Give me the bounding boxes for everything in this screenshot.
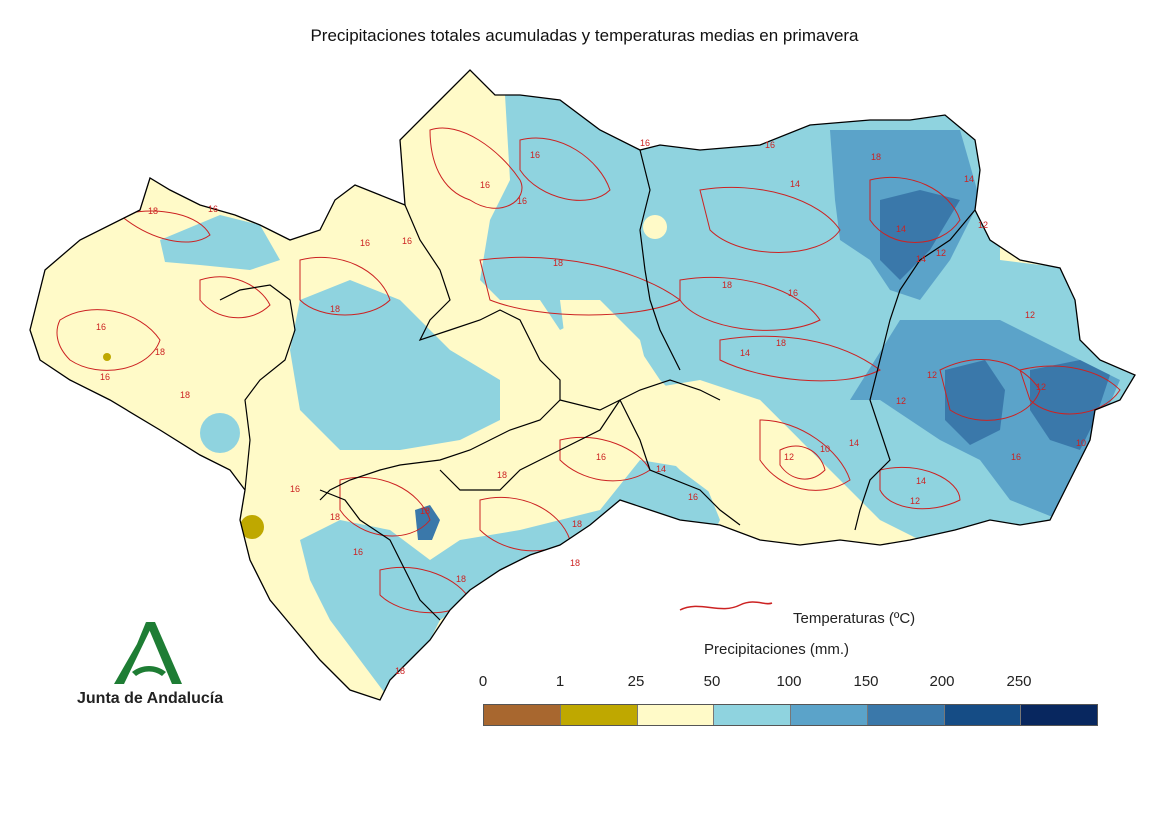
precipitation-tick: 150 bbox=[853, 673, 879, 690]
precipitation-swatch bbox=[714, 705, 791, 725]
contour-label: 14 bbox=[849, 438, 859, 448]
contour-label: 12 bbox=[784, 452, 794, 462]
contour-label: 12 bbox=[1036, 382, 1046, 392]
contour-label: 18 bbox=[395, 666, 405, 676]
junta-andalucia-logo-text: Junta de Andalucía bbox=[77, 690, 224, 707]
precipitation-tick: 250 bbox=[1006, 673, 1032, 690]
contour-label: 14 bbox=[916, 254, 926, 264]
precipitation-swatch bbox=[637, 705, 715, 725]
contour-label: 14 bbox=[656, 464, 666, 474]
contour-label: 18 bbox=[148, 206, 158, 216]
contour-label: 18 bbox=[570, 558, 580, 568]
precipitation-swatch bbox=[791, 705, 868, 725]
precipitation-tick: 1 bbox=[555, 673, 565, 690]
contour-label: 10 bbox=[820, 444, 830, 454]
contour-label: 16 bbox=[517, 196, 527, 206]
precipitation-swatch bbox=[867, 705, 945, 725]
precipitation-swatch bbox=[560, 705, 638, 725]
contour-label: 16 bbox=[96, 322, 106, 332]
contour-label: 18 bbox=[330, 512, 340, 522]
contour-labels: 16 16 16 18 16 16 16 16 18 16 18 18 18 18 16 14 18 14 14 14… bbox=[96, 138, 1086, 676]
contour-label: 18 bbox=[572, 519, 582, 529]
contour-label: 16 bbox=[596, 452, 606, 462]
contour-label: 12 bbox=[978, 220, 988, 230]
precipitation-tick: 50 bbox=[703, 673, 721, 690]
contour-label: 16 bbox=[788, 288, 798, 298]
map-title: Precipitaciones totales acumuladas y tem… bbox=[310, 26, 859, 45]
contour-label: 18 bbox=[155, 347, 165, 357]
contour-label: 18 bbox=[330, 304, 340, 314]
contour-label: 16 bbox=[290, 484, 300, 494]
contour-label: 12 bbox=[910, 496, 920, 506]
contour-label: 12 bbox=[936, 248, 946, 258]
contour-label: 16 bbox=[480, 180, 490, 190]
contour-label: 18 bbox=[722, 280, 732, 290]
province-borders bbox=[219, 149, 976, 621]
contour-label: 16 bbox=[765, 140, 775, 150]
contour-label: 12 bbox=[927, 370, 937, 380]
contour-label: 18 bbox=[553, 258, 563, 268]
contour-label: 18 bbox=[456, 574, 466, 584]
precipitation-legend-label: Precipitaciones (mm.) bbox=[704, 641, 850, 658]
contour-label: 16 bbox=[640, 138, 650, 148]
contour-label: 18 bbox=[776, 338, 786, 348]
precipitation-tick: 25 bbox=[627, 673, 645, 690]
contour-label: 16 bbox=[530, 150, 540, 160]
precipitation-tick: 200 bbox=[929, 673, 955, 690]
contour-label: 12 bbox=[896, 396, 906, 406]
contour-label: 14 bbox=[896, 224, 906, 234]
contour-label: 18 bbox=[420, 506, 430, 516]
precipitation-tick: 0 bbox=[478, 673, 488, 690]
contour-label: 16 bbox=[402, 236, 412, 246]
contour-label: 16 bbox=[208, 204, 218, 214]
contour-label: 14 bbox=[916, 476, 926, 486]
temperature-legend-label: Temperaturas (ºC) bbox=[793, 610, 916, 627]
contour-label: 12 bbox=[1025, 310, 1035, 320]
temperature-legend-line bbox=[679, 601, 773, 611]
contour-label: 16 bbox=[1011, 452, 1021, 462]
precipitation-swatch bbox=[944, 705, 1022, 725]
contour-label: 16 bbox=[688, 492, 698, 502]
contour-label: 14 bbox=[740, 348, 750, 358]
contour-label: 16 bbox=[353, 547, 363, 557]
contour-label: 10 bbox=[1076, 438, 1086, 448]
contour-label: 14 bbox=[964, 174, 974, 184]
precipitation-tick: 100 bbox=[776, 673, 802, 690]
contour-label: 18 bbox=[180, 390, 190, 400]
contour-label: 14 bbox=[790, 179, 800, 189]
junta-andalucia-logo-icon bbox=[114, 622, 182, 684]
precipitation-swatch bbox=[1021, 705, 1097, 725]
contour-label: 16 bbox=[360, 238, 370, 248]
contour-label: 18 bbox=[497, 470, 507, 480]
precipitation-color-scale bbox=[483, 704, 1098, 726]
contour-label: 16 bbox=[100, 372, 110, 382]
contour-label: 18 bbox=[871, 152, 881, 162]
precipitation-swatch bbox=[484, 705, 561, 725]
